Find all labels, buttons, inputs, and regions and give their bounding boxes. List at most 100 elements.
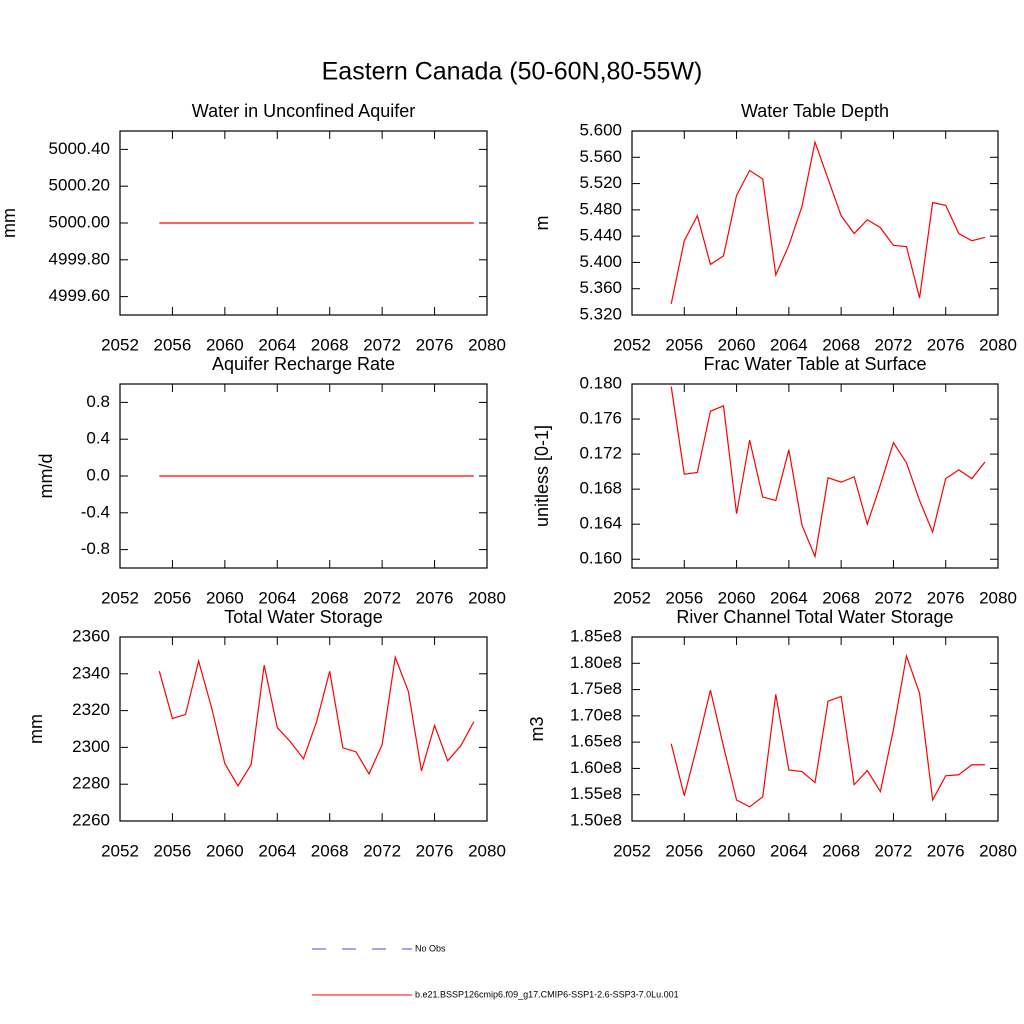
x-tick-label: 2056: [665, 588, 703, 607]
y-tick-label: 0.8: [86, 392, 110, 411]
y-tick-label: 2300: [72, 737, 110, 756]
y-tick-label: 5.400: [579, 252, 622, 271]
plot-frame: [631, 383, 999, 569]
plot-frame: [631, 130, 999, 316]
plot-frame: [119, 383, 488, 569]
y-tick-label: 5000.00: [49, 212, 110, 231]
x-tick-label: 2076: [416, 841, 454, 860]
x-tick-label: 2056: [665, 335, 703, 354]
x-tick-label: 2076: [416, 335, 454, 354]
x-tick-label: 2052: [613, 335, 651, 354]
x-tick-label: 2060: [206, 335, 244, 354]
x-tick-label: 2064: [770, 335, 808, 354]
y-tick-label: 1.75e8: [570, 679, 622, 698]
plot-frame: [119, 636, 488, 822]
legend-label: No Obs: [415, 943, 446, 953]
x-tick-label: 2060: [718, 335, 756, 354]
y-tick-label: -0.4: [81, 502, 110, 521]
x-tick-label: 2064: [258, 588, 296, 607]
x-tick-label: 2080: [979, 841, 1017, 860]
data-line: [670, 386, 986, 559]
x-tick-label: 2068: [311, 841, 349, 860]
y-tick-label: 2280: [72, 774, 110, 793]
x-tick-label: 2052: [101, 841, 139, 860]
y-tick-label: 5.560: [579, 147, 622, 166]
x-tick-label: 2064: [770, 588, 808, 607]
panel-title: Total Water Storage: [224, 607, 382, 627]
y-tick-label: 5.600: [579, 120, 622, 139]
y-axis-label: unitless [0-1]: [532, 425, 552, 527]
y-tick-label: 5000.40: [49, 139, 110, 158]
data-line: [670, 139, 986, 304]
y-tick-label: 2360: [72, 626, 110, 645]
y-tick-label: 2260: [72, 810, 110, 829]
panel-title: Water in Unconfined Aquifer: [192, 101, 415, 121]
y-tick-label: 4999.60: [49, 286, 110, 305]
y-axis-label: mm: [0, 208, 19, 238]
x-tick-label: 2076: [927, 841, 965, 860]
legend-label: b.e21.BSSP126cmip6.f09_g17.CMIP6-SSP1-2.…: [415, 989, 679, 999]
x-tick-label: 2060: [718, 588, 756, 607]
y-tick-label: 5.320: [579, 304, 622, 323]
x-tick-label: 2064: [770, 841, 808, 860]
y-tick-label: 4999.80: [49, 249, 110, 268]
y-tick-label: 2340: [72, 663, 110, 682]
y-axis-label: mm/d: [36, 454, 56, 499]
x-tick-label: 2064: [258, 841, 296, 860]
x-tick-label: 2064: [258, 335, 296, 354]
y-tick-label: 2320: [72, 700, 110, 719]
x-tick-label: 2060: [718, 841, 756, 860]
y-tick-label: 1.70e8: [570, 705, 622, 724]
x-tick-label: 2068: [311, 335, 349, 354]
x-tick-label: 2068: [822, 335, 860, 354]
x-tick-label: 2068: [311, 588, 349, 607]
y-tick-label: 5.440: [579, 226, 622, 245]
x-tick-label: 2072: [875, 841, 913, 860]
x-tick-label: 2052: [101, 335, 139, 354]
x-tick-label: 2076: [416, 588, 454, 607]
x-tick-label: 2080: [979, 588, 1017, 607]
x-tick-label: 2052: [101, 588, 139, 607]
y-tick-label: 1.85e8: [570, 626, 622, 645]
x-tick-label: 2072: [363, 335, 401, 354]
y-tick-label: 0.172: [579, 444, 622, 463]
y-tick-label: 1.80e8: [570, 653, 622, 672]
y-tick-label: 0.168: [579, 479, 622, 498]
y-tick-label: 0.0: [86, 465, 110, 484]
x-tick-label: 2080: [468, 841, 506, 860]
y-tick-label: 0.4: [86, 429, 110, 448]
y-tick-label: 5.480: [579, 199, 622, 218]
panel-title: Water Table Depth: [741, 101, 889, 121]
y-tick-label: 5000.20: [49, 176, 110, 195]
x-tick-label: 2056: [665, 841, 703, 860]
y-axis-label: mm: [26, 714, 46, 744]
y-tick-label: 1.50e8: [570, 810, 622, 829]
x-tick-label: 2056: [154, 588, 192, 607]
x-tick-label: 2052: [613, 841, 651, 860]
x-tick-label: 2056: [154, 841, 192, 860]
x-tick-label: 2052: [613, 588, 651, 607]
x-tick-label: 2056: [154, 335, 192, 354]
y-tick-label: 1.55e8: [570, 784, 622, 803]
x-tick-label: 2080: [979, 335, 1017, 354]
x-tick-label: 2076: [927, 335, 965, 354]
panel-title: Frac Water Table at Surface: [703, 354, 926, 374]
y-tick-label: 0.164: [579, 514, 622, 533]
data-line: [158, 654, 475, 788]
plot-frame: [631, 636, 999, 822]
x-tick-label: 2080: [468, 335, 506, 354]
y-tick-label: 1.65e8: [570, 732, 622, 751]
y-tick-label: 5.520: [579, 173, 622, 192]
x-tick-label: 2072: [875, 335, 913, 354]
y-tick-label: 5.360: [579, 278, 622, 297]
x-tick-label: 2072: [363, 588, 401, 607]
x-tick-label: 2068: [822, 588, 860, 607]
x-tick-label: 2060: [206, 841, 244, 860]
data-line: [670, 653, 985, 808]
x-tick-label: 2080: [468, 588, 506, 607]
y-tick-label: 1.60e8: [570, 758, 622, 777]
y-tick-label: 0.160: [579, 549, 622, 568]
panel-title: Aquifer Recharge Rate: [212, 354, 395, 374]
plot-frame: [119, 130, 488, 316]
